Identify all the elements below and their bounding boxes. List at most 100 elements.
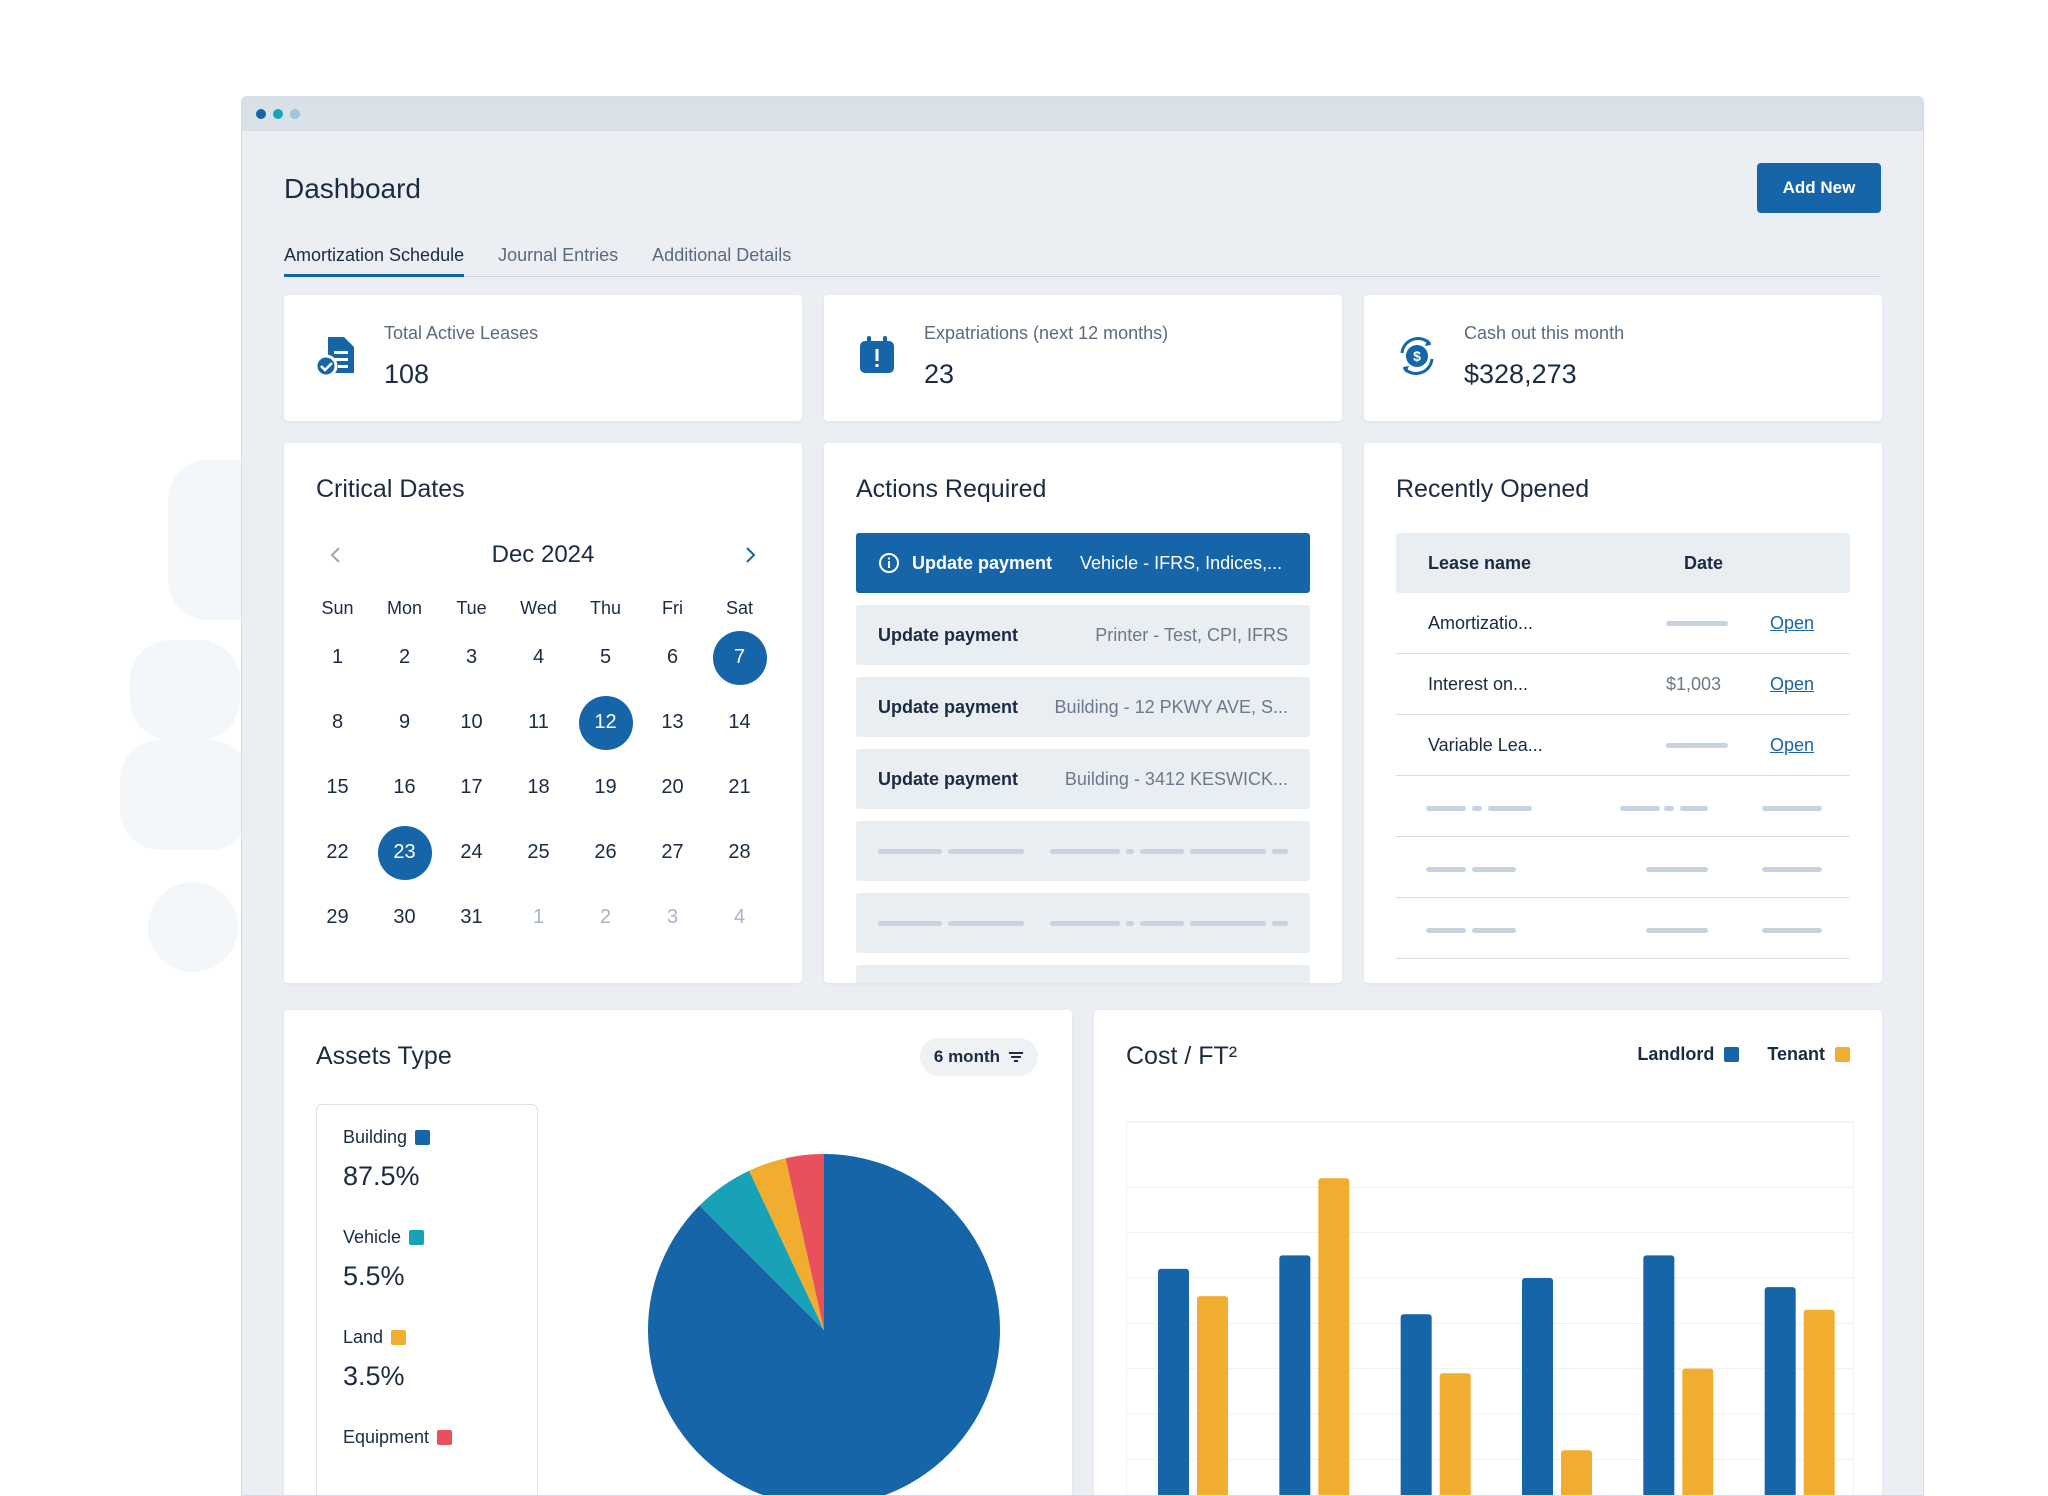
weekday-label: Fri bbox=[662, 598, 683, 618]
calendar-day[interactable]: 23 bbox=[371, 820, 438, 885]
calendar-day[interactable]: 2 bbox=[371, 625, 438, 690]
calendar-day[interactable]: 12 bbox=[572, 690, 639, 755]
calendar-month: Dec 2024 bbox=[491, 541, 595, 568]
calendar-alert-icon bbox=[860, 336, 894, 373]
calendar-day[interactable]: 27 bbox=[639, 820, 706, 885]
calendar-day-number: 2 bbox=[599, 906, 612, 928]
bar-landlord[interactable] bbox=[1158, 1268, 1189, 1496]
bar-tenant[interactable] bbox=[1561, 1450, 1592, 1496]
window-dot[interactable] bbox=[290, 109, 300, 119]
legend-item: Tenant bbox=[1767, 1044, 1850, 1065]
calendar-day[interactable]: 9 bbox=[371, 690, 438, 755]
bar-landlord[interactable] bbox=[1643, 1255, 1675, 1496]
calendar-day[interactable]: 3 bbox=[438, 625, 505, 690]
open-link[interactable]: Open bbox=[1770, 613, 1815, 633]
chevron-left-icon[interactable] bbox=[316, 535, 356, 575]
chevron-right-icon[interactable] bbox=[730, 535, 770, 575]
window-titlebar bbox=[242, 97, 1923, 131]
calendar-day[interactable]: 6 bbox=[639, 625, 706, 690]
filter-label: 6 month bbox=[933, 1047, 1000, 1066]
window-dot[interactable] bbox=[256, 109, 266, 119]
tab-additional-details[interactable]: Additional Details bbox=[652, 245, 792, 265]
table-row-placeholder bbox=[1396, 776, 1850, 837]
calendar-day[interactable]: 8 bbox=[304, 690, 371, 755]
bar-landlord[interactable] bbox=[1279, 1255, 1311, 1496]
calendar-day[interactable]: 30 bbox=[371, 885, 438, 950]
pie-slice-vehicle[interactable] bbox=[699, 1170, 824, 1330]
table-row[interactable]: Amortizatio... Open bbox=[1396, 593, 1850, 654]
calendar-day[interactable]: 5 bbox=[572, 625, 639, 690]
add-new-button[interactable]: Add New bbox=[1757, 163, 1881, 213]
table-row-placeholder bbox=[1396, 898, 1850, 959]
pie-slice-building[interactable] bbox=[648, 1154, 1000, 1496]
calendar-day[interactable]: 13 bbox=[639, 690, 706, 755]
calendar-day[interactable]: 10 bbox=[438, 690, 505, 755]
bar-tenant[interactable] bbox=[1682, 1368, 1714, 1496]
assets-type-card: Assets Type 6 month Building 87.5% Vehic… bbox=[284, 1010, 1072, 1496]
calendar-day[interactable]: 31 bbox=[438, 885, 505, 950]
calendar-day[interactable]: 14 bbox=[706, 690, 773, 755]
action-item[interactable]: Update payment Printer - Test, CPI, IFRS bbox=[856, 605, 1310, 665]
calendar-day-number: 31 bbox=[460, 906, 483, 928]
calendar-day[interactable]: 16 bbox=[371, 755, 438, 820]
background-shape bbox=[148, 882, 238, 972]
open-link[interactable]: Open bbox=[1770, 674, 1815, 694]
action-item[interactable]: Update payment Vehicle - IFRS, Indices,.… bbox=[856, 533, 1310, 593]
svg-text:$: $ bbox=[1413, 348, 1421, 364]
bar-tenant[interactable] bbox=[1197, 1296, 1228, 1496]
calendar-day[interactable]: 22 bbox=[304, 820, 371, 885]
calendar-day[interactable]: 2 bbox=[572, 885, 639, 950]
pie-slice-land[interactable] bbox=[749, 1158, 824, 1330]
calendar-day[interactable]: 29 bbox=[304, 885, 371, 950]
calendar-day-number: 28 bbox=[728, 841, 751, 863]
calendar-day[interactable]: 1 bbox=[304, 625, 371, 690]
calendar-day-number: 4 bbox=[532, 646, 545, 668]
pie-slice-equipment[interactable] bbox=[785, 1154, 824, 1330]
legend-value: 87.5% bbox=[343, 1161, 420, 1191]
calendar-day[interactable]: 4 bbox=[505, 625, 572, 690]
calendar-day[interactable]: 4 bbox=[706, 885, 773, 950]
calendar-day[interactable]: 26 bbox=[572, 820, 639, 885]
calendar-day[interactable]: 18 bbox=[505, 755, 572, 820]
calendar-day[interactable]: 24 bbox=[438, 820, 505, 885]
open-link[interactable]: Open bbox=[1770, 735, 1815, 755]
document-check-icon bbox=[314, 337, 354, 378]
tab-amortization-schedule[interactable]: Amortization Schedule bbox=[284, 237, 465, 277]
period-filter[interactable]: 6 month bbox=[919, 1038, 1038, 1076]
window-dot[interactable] bbox=[273, 109, 283, 119]
calendar-day[interactable]: 17 bbox=[438, 755, 505, 820]
calendar-day[interactable]: 1 bbox=[505, 885, 572, 950]
plot-frame bbox=[1126, 1121, 1854, 1495]
calendar-day[interactable]: 11 bbox=[505, 690, 572, 755]
lease-name: Amortizatio... bbox=[1428, 613, 1534, 633]
table-row[interactable]: Variable Lea... Open bbox=[1396, 715, 1850, 776]
calendar-day-number: 8 bbox=[331, 711, 344, 733]
calendar-day[interactable]: 21 bbox=[706, 755, 773, 820]
weekday-label: Tue bbox=[456, 598, 487, 618]
calendar-day[interactable]: 7 bbox=[706, 625, 773, 690]
table-header: Lease name Date bbox=[1396, 533, 1850, 593]
calendar-day[interactable]: 25 bbox=[505, 820, 572, 885]
table-row[interactable]: Interest on... $1,003 Open bbox=[1396, 654, 1850, 715]
calendar-day-number: 21 bbox=[728, 776, 751, 798]
action-item[interactable]: Update payment Building - 12 PKWY AVE, S… bbox=[856, 677, 1310, 737]
bar-tenant[interactable] bbox=[1318, 1178, 1350, 1496]
legend-label: Vehicle bbox=[343, 1227, 402, 1247]
bar-tenant[interactable] bbox=[1803, 1309, 1835, 1496]
calendar-day[interactable]: 15 bbox=[304, 755, 371, 820]
calendar-header: Dec 2024 bbox=[316, 535, 770, 575]
action-item[interactable]: Update payment Building - 3412 KESWICK..… bbox=[856, 749, 1310, 809]
calendar-day[interactable]: 28 bbox=[706, 820, 773, 885]
calendar-day[interactable]: 19 bbox=[572, 755, 639, 820]
bar-tenant[interactable] bbox=[1439, 1373, 1471, 1496]
bar-landlord[interactable] bbox=[1400, 1314, 1432, 1496]
calendar-day-number: 19 bbox=[594, 776, 617, 798]
bar-landlord[interactable] bbox=[1522, 1278, 1553, 1496]
tab-journal-entries[interactable]: Journal Entries bbox=[498, 245, 619, 265]
calendar-day-number: 14 bbox=[728, 711, 751, 733]
calendar-day[interactable]: 20 bbox=[639, 755, 706, 820]
lease-name: Variable Lea... bbox=[1428, 735, 1543, 755]
bar-landlord[interactable] bbox=[1764, 1287, 1796, 1496]
legend-item: Land bbox=[343, 1327, 407, 1348]
calendar-day[interactable]: 3 bbox=[639, 885, 706, 950]
